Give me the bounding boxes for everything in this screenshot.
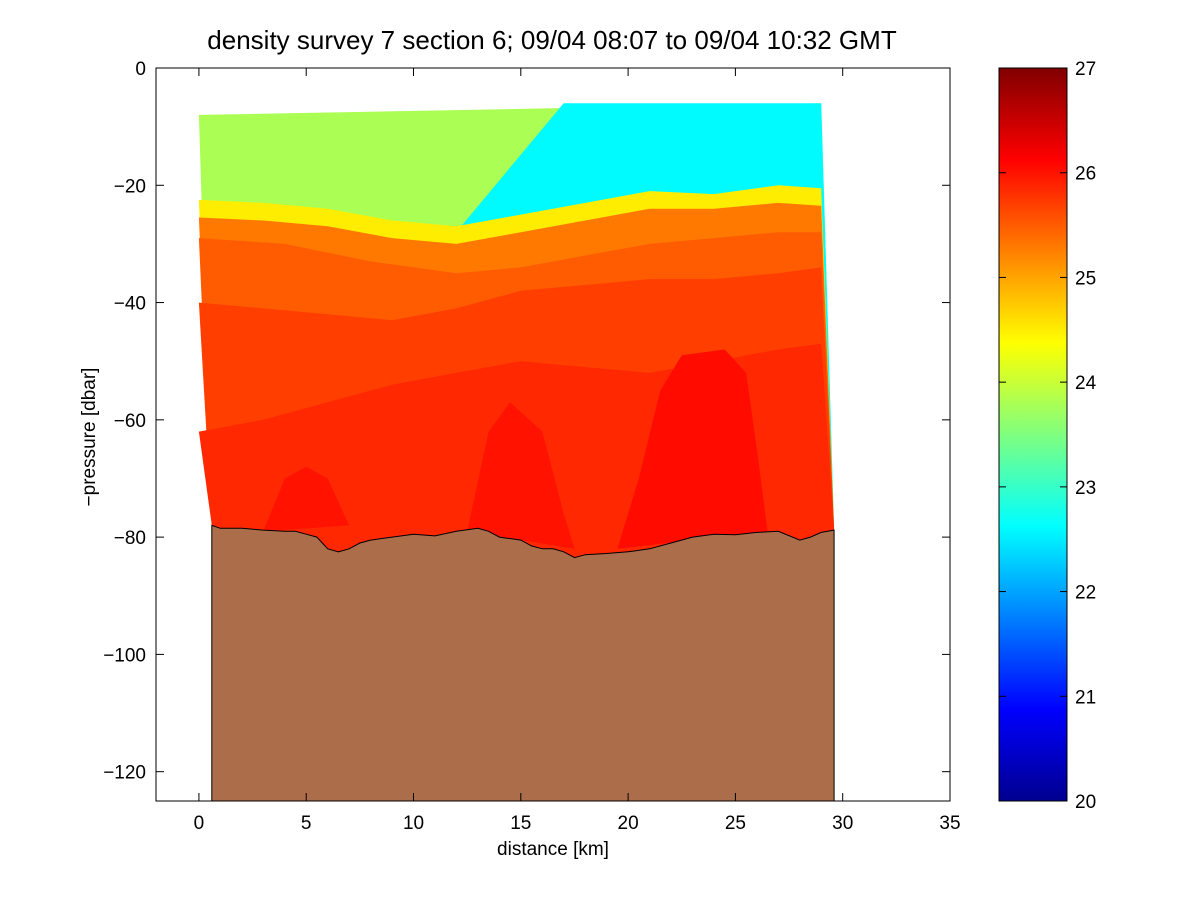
x-tick-label: 35 — [939, 813, 960, 834]
density-field — [198, 103, 835, 801]
colorbar — [998, 67, 1068, 802]
chart-title: density survey 7 section 6; 09/04 08:07 … — [207, 25, 897, 55]
x-axis-label: distance [km] — [497, 839, 609, 860]
y-axis: 0 −20 −40 −60 −80 −100 −120 — [103, 59, 950, 784]
seabed — [211, 524, 835, 801]
colorbar-tick-label: 27 — [1075, 59, 1096, 80]
y-tick-label: −40 — [114, 294, 146, 315]
plot-frame — [155, 67, 951, 802]
x-tick-label: 20 — [618, 813, 639, 834]
x-tick-label: 5 — [301, 813, 312, 834]
density-core-1 — [467, 402, 575, 549]
colorbar-tick-label: 21 — [1075, 687, 1096, 708]
density-core-0 — [263, 466, 350, 532]
colorbar-tick-label: 25 — [1075, 268, 1096, 289]
y-tick-label: 0 — [135, 59, 146, 80]
colorbar-axis: 20 21 22 23 24 25 26 27 — [999, 59, 1097, 813]
x-tick-label: 10 — [403, 813, 424, 834]
x-tick-label: 15 — [510, 813, 531, 834]
y-tick-label: −20 — [114, 176, 146, 197]
density-core-2 — [617, 349, 768, 549]
x-tick-label: 30 — [832, 813, 853, 834]
colorbar-tick-label: 24 — [1075, 373, 1097, 394]
x-tick-label: 25 — [725, 813, 746, 834]
x-axis: 0 5 10 15 20 25 30 35 — [194, 68, 961, 834]
colorbar-tick-label: 26 — [1075, 164, 1096, 185]
colorbar-tick-label: 20 — [1075, 792, 1096, 813]
y-tick-label: −80 — [114, 528, 146, 549]
y-tick-label: −60 — [114, 411, 146, 432]
colorbar-tick-label: 23 — [1075, 478, 1096, 499]
x-tick-label: 0 — [194, 813, 205, 834]
y-axis-label: −pressure [dbar] — [79, 368, 100, 507]
y-tick-label: −120 — [103, 763, 146, 784]
y-tick-label: −100 — [103, 645, 146, 666]
colorbar-tick-label: 22 — [1075, 583, 1096, 604]
